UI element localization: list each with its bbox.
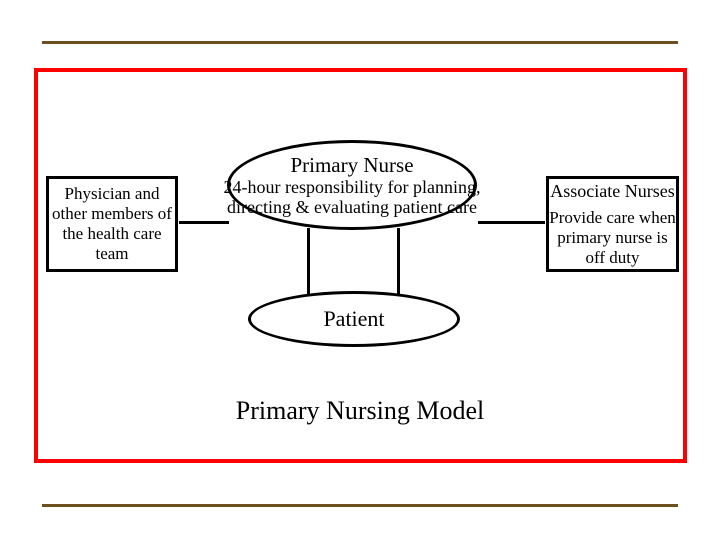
edge-primary-patient-right	[397, 228, 400, 298]
edge-physician-primary	[179, 221, 229, 224]
node-associate-content: Associate Nurses Provide care when prima…	[549, 181, 676, 268]
node-primary-title: Primary Nurse	[222, 153, 482, 178]
node-patient-label: Patient	[323, 306, 384, 332]
node-associate-body: Provide care when primary nurse is off d…	[549, 208, 676, 268]
rule-bottom	[42, 504, 678, 507]
node-associate-nurses: Associate Nurses Provide care when prima…	[546, 176, 679, 272]
edge-primary-associate	[478, 221, 545, 224]
node-patient: Patient	[248, 291, 460, 347]
node-primary-body: 24-hour responsibility for planning, dir…	[222, 178, 482, 218]
edge-primary-patient-left	[307, 228, 310, 298]
node-associate-title: Associate Nurses	[549, 181, 676, 202]
rule-top	[42, 41, 678, 44]
node-primary-content: Primary Nurse 24-hour responsibility for…	[222, 153, 482, 218]
node-physician: Physician and other members of the healt…	[46, 176, 178, 272]
node-primary-nurse: Primary Nurse 24-hour responsibility for…	[227, 140, 477, 230]
node-physician-label: Physician and other members of the healt…	[49, 184, 175, 264]
diagram-title: Primary Nursing Model	[0, 396, 720, 426]
